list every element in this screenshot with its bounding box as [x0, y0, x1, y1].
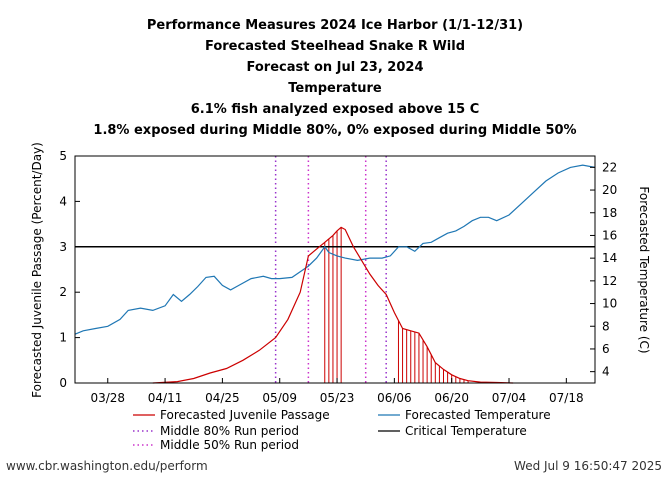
x-tick-label: 03/28 — [90, 391, 125, 405]
y-left-tick-label: 5 — [59, 149, 67, 163]
passage-series-line — [152, 226, 514, 384]
legend-item: Critical Temperature — [378, 424, 527, 438]
y-left-tick-label: 2 — [59, 285, 67, 299]
legend-label: Forecasted Temperature — [405, 408, 551, 422]
y-left-tick-label: 1 — [59, 331, 67, 345]
legend-label: Critical Temperature — [405, 424, 527, 438]
chart-subtitle-species: Forecasted Steelhead Snake R Wild — [205, 39, 465, 54]
x-tick-label: 05/09 — [262, 391, 297, 405]
chart-subtitle-forecast-date: Forecast on Jul 23, 2024 — [247, 60, 424, 75]
y-left-tick-label: 3 — [59, 240, 67, 254]
y-left-tick-label: 0 — [59, 376, 67, 390]
y-right-tick-label: 8 — [602, 319, 610, 333]
x-tick-label: 07/04 — [492, 391, 527, 405]
x-tick-label: 07/18 — [549, 391, 584, 405]
y-right-tick-label: 10 — [602, 297, 617, 311]
legend: Forecasted Juvenile Passage Forecasted Te… — [133, 408, 551, 452]
y-right-tick-label: 14 — [602, 251, 617, 265]
y-right-tick-label: 12 — [602, 274, 617, 288]
x-tick-label: 05/23 — [320, 391, 355, 405]
chart-title: Performance Measures 2024 Ice Harbor (1/… — [147, 18, 523, 33]
legend-label: Forecasted Juvenile Passage — [160, 408, 330, 422]
legend-label: Middle 50% Run period — [160, 438, 299, 452]
legend-item: Middle 80% Run period — [133, 424, 299, 438]
footer-url: www.cbr.washington.edu/perform — [6, 459, 208, 473]
x-tick-label: 04/25 — [205, 391, 240, 405]
y-right-tick-label: 22 — [602, 160, 617, 174]
x-tick-label: 04/11 — [148, 391, 183, 405]
y-right-tick-label: 20 — [602, 183, 617, 197]
legend-label: Middle 80% Run period — [160, 424, 299, 438]
y-right-tick-label: 16 — [602, 228, 617, 242]
y-left-axis-label: Forecasted Juvenile Passage (Percent/Day… — [30, 142, 44, 398]
chart-titles: Performance Measures 2024 Ice Harbor (1/… — [93, 18, 576, 138]
footer-timestamp: Wed Jul 9 16:50:47 2025 — [514, 459, 662, 473]
y-left-tick-label: 4 — [59, 194, 67, 208]
y-right-tick-label: 18 — [602, 206, 617, 220]
y-right-axis-label: Forecasted Temperature (C) — [637, 186, 651, 353]
chart-subtitle-measure: Temperature — [288, 81, 382, 96]
chart-subtitle-middle-exposure: 1.8% exposed during Middle 80%, 0% expos… — [93, 123, 576, 138]
x-tick-label: 06/06 — [377, 391, 412, 405]
x-tick-label: 06/20 — [434, 391, 469, 405]
legend-item: Forecasted Temperature — [378, 408, 551, 422]
plot-frame — [74, 155, 596, 384]
temperature-series-line — [74, 164, 596, 335]
legend-item: Middle 50% Run period — [133, 438, 299, 452]
legend-item: Forecasted Juvenile Passage — [133, 408, 330, 422]
chart-subtitle-exposure: 6.1% fish analyzed exposed above 15 C — [191, 102, 480, 117]
y-right-tick-label: 6 — [602, 342, 610, 356]
y-right-tick-label: 4 — [602, 365, 610, 379]
